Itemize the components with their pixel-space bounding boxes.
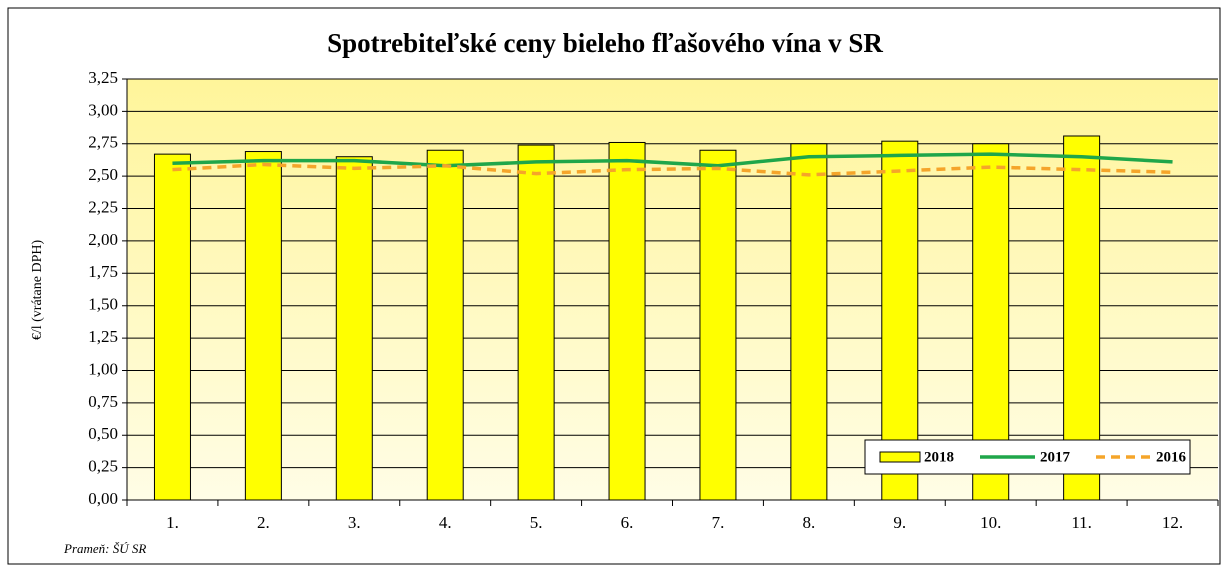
legend-label: 2016 <box>1156 449 1187 465</box>
bar <box>153 153 191 501</box>
y-tick-label: 2,25 <box>88 197 118 216</box>
y-tick-label: 1,50 <box>88 295 118 314</box>
legend-label: 2018 <box>924 449 954 465</box>
y-tick-label: 1,00 <box>88 359 118 378</box>
y-tick-label: 1,75 <box>88 262 118 281</box>
y-tick-label: 0,50 <box>88 424 118 443</box>
x-tick-label: 5. <box>530 513 543 532</box>
x-tick-label: 9. <box>893 513 906 532</box>
x-tick-label: 4. <box>439 513 452 532</box>
line-series <box>172 152 1173 168</box>
bar <box>699 149 737 501</box>
y-tick-label: 2,00 <box>88 230 118 249</box>
bar <box>244 151 282 501</box>
legend-label: 2017 <box>1040 449 1071 465</box>
bar <box>608 141 646 501</box>
x-tick-label: 7. <box>712 513 725 532</box>
plot-area <box>127 79 1218 500</box>
chart-title: Spotrebiteľské ceny bieleho fľašového ví… <box>327 28 883 58</box>
y-tick-label: 0,75 <box>88 392 118 411</box>
bar <box>517 144 555 501</box>
y-tick-label: 3,00 <box>88 100 118 119</box>
x-tick-label: 10. <box>980 513 1001 532</box>
x-tick-label: 3. <box>348 513 361 532</box>
bar <box>426 149 464 501</box>
x-tick-label: 1. <box>166 513 179 532</box>
y-tick-label: 0,00 <box>88 489 118 508</box>
y-tick-label: 1,25 <box>88 327 118 346</box>
legend-swatch <box>879 451 921 463</box>
y-tick-label: 0,25 <box>88 457 118 476</box>
bar <box>790 143 828 501</box>
y-tick-label: 2,50 <box>88 165 118 184</box>
bar <box>335 156 373 501</box>
x-tick-label: 2. <box>257 513 270 532</box>
x-tick-label: 8. <box>803 513 816 532</box>
x-tick-label: 6. <box>621 513 634 532</box>
y-tick-label: 3,25 <box>88 68 118 87</box>
y-tick-label: 2,75 <box>88 133 118 152</box>
source-note: Prameň: ŠÚ SR <box>63 541 146 556</box>
x-tick-label: 11. <box>1071 513 1092 532</box>
x-tick-label: 12. <box>1162 513 1183 532</box>
bar <box>1063 135 1101 501</box>
line-series <box>172 162 1173 177</box>
y-axis-label: €/l (vrátane DPH) <box>30 240 45 341</box>
